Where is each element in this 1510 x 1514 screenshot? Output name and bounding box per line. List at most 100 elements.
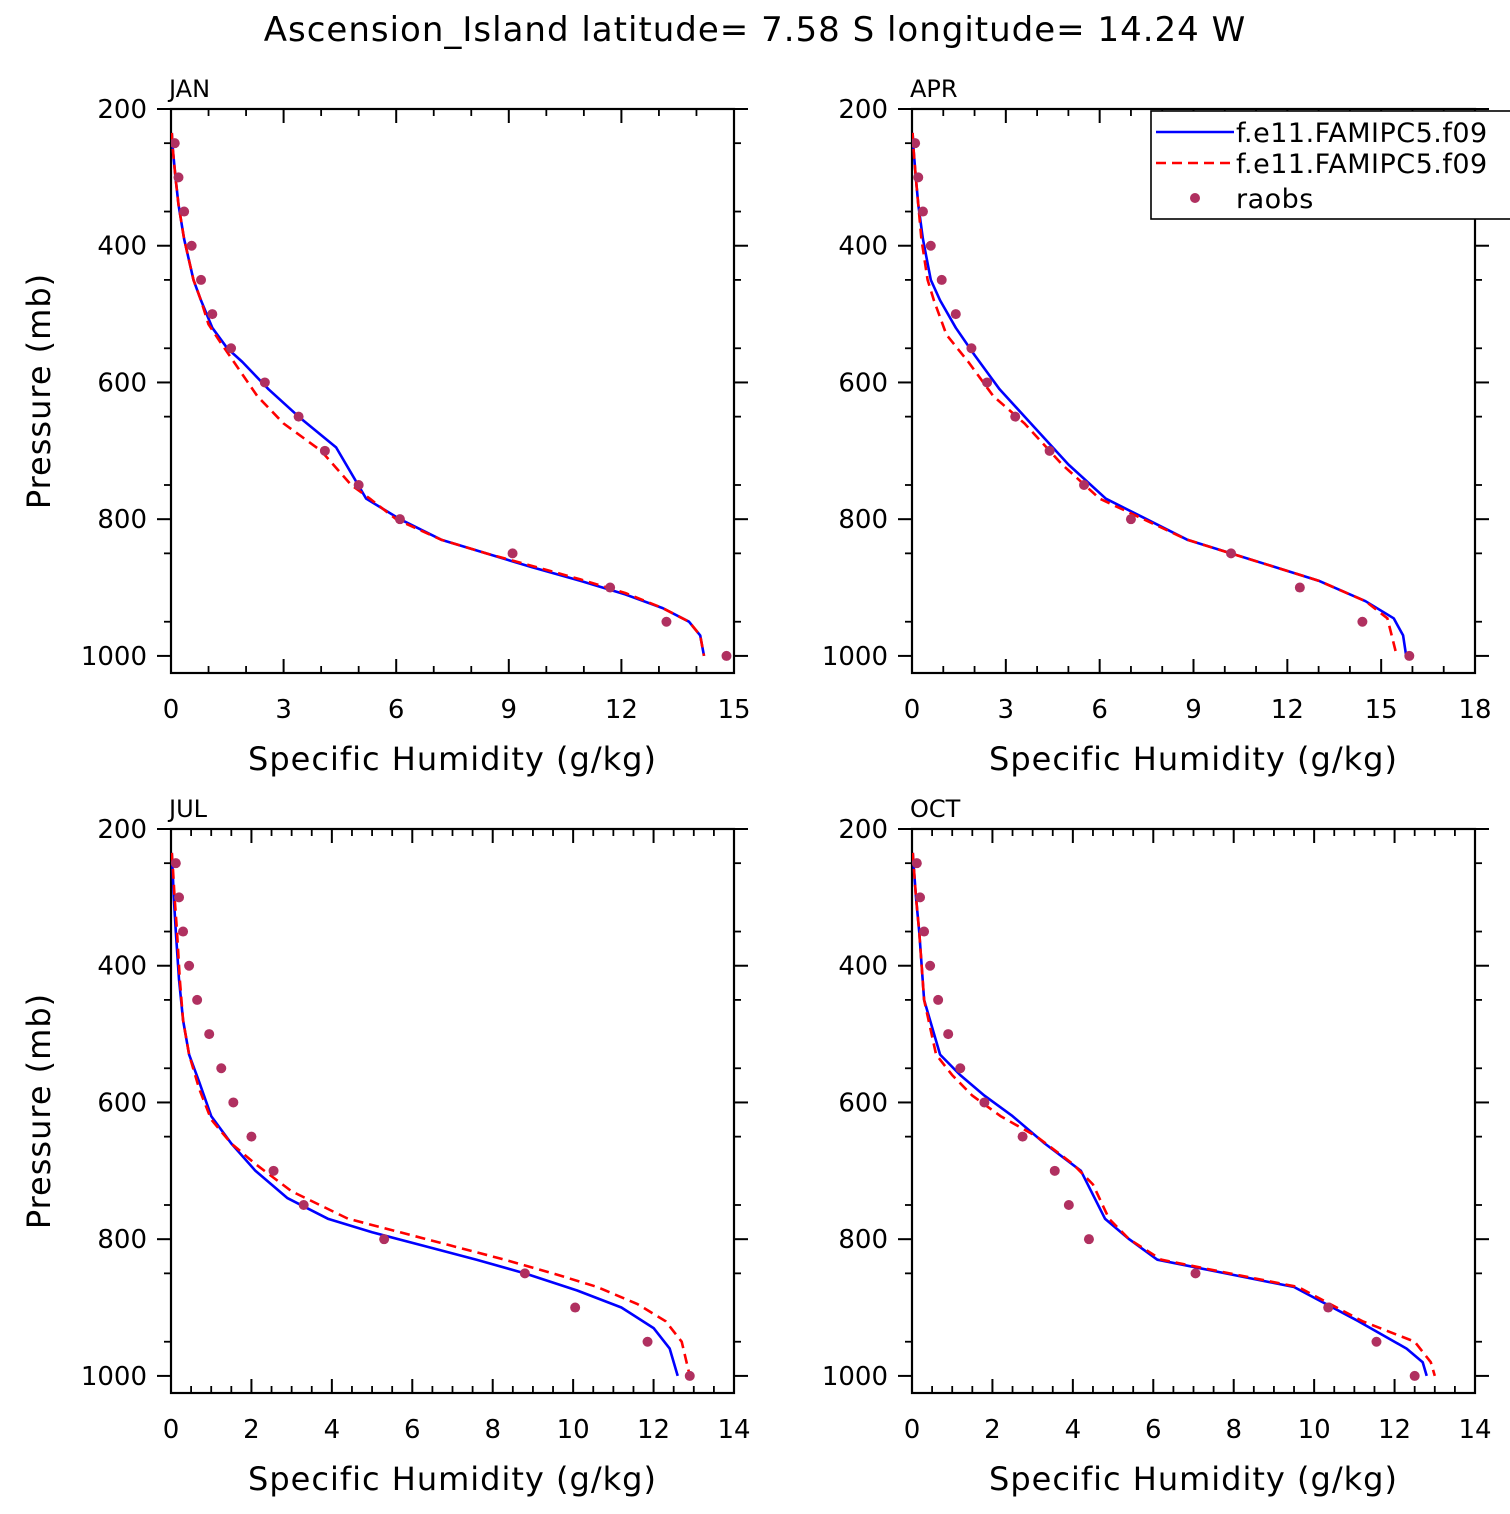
raobs-point bbox=[979, 1097, 990, 1108]
plot-frame bbox=[169, 107, 736, 675]
legend-label: raobs bbox=[1236, 184, 1314, 215]
raobs-point bbox=[178, 926, 189, 937]
raobs-point bbox=[228, 1097, 239, 1108]
raobs-point bbox=[1079, 480, 1090, 490]
panel-jul: JUL 0 2 4 6 8 10 12 14 200 400 600 800 1000 Specific H… bbox=[20, 795, 751, 1498]
x-tick-label: 9 bbox=[1185, 695, 1202, 725]
raobs-point bbox=[1404, 650, 1415, 661]
y-tick-label: 800 bbox=[97, 505, 147, 535]
raobs-point bbox=[216, 1063, 227, 1074]
dashed-series-line bbox=[171, 132, 706, 657]
raobs-point bbox=[919, 926, 930, 937]
raobs-point bbox=[173, 172, 184, 183]
y-tick-label: 600 bbox=[838, 1088, 888, 1118]
solid-series-line bbox=[171, 852, 679, 1377]
plot-frame bbox=[169, 827, 736, 1395]
x-tick-label: 12 bbox=[637, 1415, 670, 1445]
raobs-point bbox=[1010, 411, 1021, 422]
raobs-point bbox=[186, 240, 197, 251]
raobs-point bbox=[226, 343, 237, 354]
y-tick-label: 400 bbox=[838, 952, 888, 982]
x-tick-label: 2 bbox=[243, 1415, 260, 1445]
x-tick-label: 0 bbox=[163, 1415, 180, 1445]
raobs-point bbox=[379, 1234, 390, 1245]
x-tick-label: 0 bbox=[904, 695, 921, 725]
panel-label: JUL bbox=[167, 795, 208, 823]
x-tick-label: 4 bbox=[324, 1415, 341, 1445]
raobs-point bbox=[394, 514, 405, 525]
y-tick-label: 1000 bbox=[81, 1362, 147, 1392]
solid-series-line bbox=[912, 852, 1428, 1377]
x-tick-label: 10 bbox=[1298, 1415, 1331, 1445]
raobs-point bbox=[1017, 1131, 1028, 1142]
x-tick-label: 12 bbox=[605, 695, 638, 725]
dashed-series-line bbox=[171, 852, 692, 1377]
x-tick-label: 6 bbox=[1145, 1415, 1162, 1445]
dashed-series-line bbox=[912, 132, 1399, 657]
x-tick-label: 2 bbox=[984, 1415, 1001, 1445]
x-tick-label: 3 bbox=[998, 695, 1015, 725]
y-tick-label: 200 bbox=[97, 815, 147, 845]
raobs-point bbox=[912, 138, 921, 149]
raobs-point bbox=[519, 1268, 530, 1279]
raobs-point bbox=[1063, 1200, 1074, 1210]
x-tick-label: 6 bbox=[404, 1415, 421, 1445]
raobs-point bbox=[1323, 1302, 1334, 1313]
raobs-point bbox=[933, 994, 944, 1005]
raobs-point bbox=[1409, 1370, 1420, 1381]
x-tick-label: 10 bbox=[557, 1415, 590, 1445]
panel-label: APR bbox=[910, 75, 958, 103]
raobs-point bbox=[684, 1370, 695, 1381]
raobs-point bbox=[179, 206, 190, 217]
x-tick-label: 0 bbox=[904, 1415, 921, 1445]
raobs-point bbox=[192, 994, 203, 1005]
raobs-point bbox=[353, 480, 364, 490]
y-tick-label: 1000 bbox=[822, 1362, 888, 1392]
raobs-point bbox=[293, 411, 304, 422]
panel-oct: OCT 0 2 4 6 8 10 12 14 200 400 600 800 1000 Specific H… bbox=[822, 795, 1492, 1498]
y-tick-label: 200 bbox=[838, 95, 888, 125]
y-tick-label: 600 bbox=[838, 368, 888, 398]
raobs-point bbox=[605, 582, 616, 593]
x-tick-label: 12 bbox=[1271, 695, 1304, 725]
y-tick-label: 1000 bbox=[822, 642, 888, 672]
plot-frame bbox=[910, 827, 1477, 1395]
raobs-point bbox=[1083, 1234, 1094, 1245]
x-tick-label: 4 bbox=[1065, 1415, 1082, 1445]
raobs-point bbox=[204, 1029, 215, 1040]
raobs-point bbox=[1190, 1268, 1201, 1279]
series-group bbox=[912, 852, 1437, 1381]
raobs-point bbox=[913, 172, 924, 183]
x-tick-label: 8 bbox=[484, 1415, 501, 1445]
series-group bbox=[171, 852, 695, 1381]
y-tick-label: 1000 bbox=[81, 642, 147, 672]
x-tick-label: 15 bbox=[717, 695, 750, 725]
dashed-series-line bbox=[912, 852, 1437, 1377]
y-tick-label: 400 bbox=[97, 232, 147, 262]
solid-series-line bbox=[171, 132, 706, 657]
raobs-point bbox=[721, 650, 732, 661]
y-tick-label: 800 bbox=[838, 505, 888, 535]
raobs-point bbox=[661, 616, 672, 627]
raobs-point bbox=[184, 960, 195, 971]
raobs-point bbox=[268, 1165, 279, 1176]
raobs-point bbox=[925, 240, 936, 251]
raobs-point bbox=[171, 858, 181, 869]
y-tick-label: 200 bbox=[97, 95, 147, 125]
legend-box bbox=[1150, 110, 1510, 220]
raobs-point bbox=[1049, 1165, 1060, 1176]
x-tick-label: 6 bbox=[1091, 695, 1108, 725]
raobs-point bbox=[246, 1131, 257, 1142]
raobs-point bbox=[1294, 582, 1305, 593]
x-tick-label: 3 bbox=[275, 695, 292, 725]
raobs-point bbox=[936, 274, 947, 285]
x-tick-label: 15 bbox=[1365, 695, 1398, 725]
figure-title: Ascension_Island latitude= 7.58 S longit… bbox=[263, 10, 1247, 50]
x-axis-label: Specific Humidity (g/kg) bbox=[248, 740, 657, 778]
raobs-point bbox=[1357, 616, 1368, 627]
y-tick-label: 600 bbox=[97, 368, 147, 398]
raobs-point bbox=[912, 858, 922, 869]
raobs-point bbox=[943, 1029, 954, 1040]
y-tick-label: 600 bbox=[97, 1088, 147, 1118]
